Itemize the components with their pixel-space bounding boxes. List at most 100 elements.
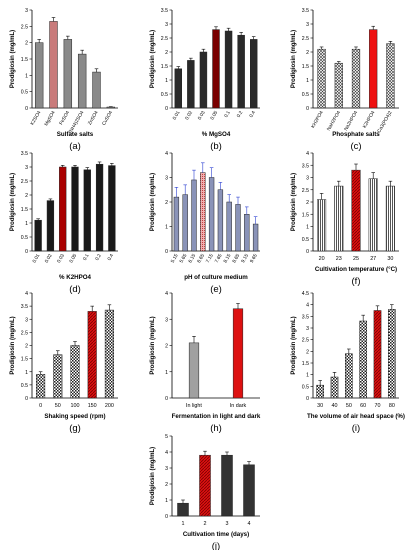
y-tick-label: 2 <box>165 344 168 350</box>
x-tick-label: 1 <box>182 521 185 527</box>
x-tick-label: 25 <box>353 256 359 262</box>
y-tick-label: 3 <box>306 22 309 28</box>
y-tick-label: 3 <box>165 22 168 28</box>
x-tick-label: 0.1 <box>82 253 91 262</box>
bar-2-1 <box>174 68 182 109</box>
x-tick-label: 60 <box>360 403 366 409</box>
bar-1-5 <box>92 71 101 109</box>
bar-3-4 <box>369 29 378 109</box>
bar-9-3 <box>345 353 353 399</box>
x-tick-label: 0 <box>39 403 42 409</box>
x-tick-label: 50 <box>346 403 352 409</box>
panel-label: (i) <box>352 423 360 434</box>
bar-1-4 <box>77 53 87 109</box>
y-tick-label: 2 <box>165 50 168 56</box>
y-axis-label: Prodigiosin (mg/mL) <box>10 30 16 88</box>
y-tick-label: 4 <box>306 151 309 157</box>
y-tick-label: 2.5 <box>302 36 309 42</box>
bar-2-2 <box>187 60 195 109</box>
x-tick-label: 80 <box>389 403 395 409</box>
y-axis-label: Prodigiosin (mg/mL) <box>150 30 156 88</box>
x-tick-label: 0.03 <box>197 110 207 121</box>
bar-1-1 <box>34 42 44 109</box>
bar-3-1 <box>317 48 326 109</box>
bar-4-5 <box>83 169 91 252</box>
y-tick-label: 0 <box>165 396 168 402</box>
bar-7-2 <box>53 354 63 399</box>
x-axis-label: The volume of air head space (%) <box>307 413 405 420</box>
x-tick-label: 8.65 <box>231 253 241 264</box>
chart-panel-8: 0 1 2 3 4 Prodigiosin (mg/mL) In light In dark F… <box>150 291 261 434</box>
x-tick-label: 40 <box>332 403 338 409</box>
y-tick-label: 4 <box>306 303 309 309</box>
bar-5-3 <box>191 179 197 252</box>
x-tick-label: ZnSO4 <box>87 110 100 126</box>
bar-10-4 <box>243 464 255 517</box>
bar-7-4 <box>87 311 97 399</box>
x-tick-label: 70 <box>375 403 381 409</box>
y-tick-label: 0.5 <box>21 383 28 389</box>
y-tick-label: 3 <box>25 317 28 323</box>
x-tick-label: 4 <box>248 521 251 527</box>
bar-7-5 <box>104 309 114 399</box>
panel-label: (f) <box>352 276 361 287</box>
y-tick-label: 1 <box>165 370 168 376</box>
y-tick-label: 4 <box>165 291 168 297</box>
chart-panel-9: 0 0.5 1 1.5 2 2.5 3 3.5 4 4.5 Prodigiosin (mg/mL) 3… <box>291 291 405 434</box>
x-tick-label: 20 <box>319 256 325 262</box>
x-axis-label: Cultivation temperature (°C) <box>315 266 397 273</box>
x-tick-label: 0.03 <box>56 253 66 264</box>
y-tick-label: 3.5 <box>302 314 309 320</box>
bar-8-2 <box>232 308 244 399</box>
panel-label: (h) <box>210 423 222 434</box>
x-tick-label: 0.02 <box>184 110 194 121</box>
x-tick-label: 200 <box>105 403 114 409</box>
bar-6-3 <box>351 169 361 252</box>
y-tick-label: 3.5 <box>161 8 168 14</box>
y-tick-label: 1 <box>306 225 309 231</box>
x-tick-label: 3 <box>226 521 229 527</box>
y-axis-label: Prodigiosin (mg/mL) <box>291 173 297 231</box>
x-tick-label: 0.02 <box>44 253 54 264</box>
y-axis-label: Prodigiosin (mg/mL) <box>10 173 16 231</box>
y-tick-label: 3 <box>306 326 309 332</box>
y-tick-label: 0.5 <box>21 90 28 96</box>
x-tick-label: 6.65 <box>196 253 206 264</box>
y-tick-label: 0 <box>165 106 168 112</box>
x-tick-label: 100 <box>71 403 80 409</box>
y-tick-label: 3.5 <box>21 304 28 310</box>
y-tick-label: 2 <box>165 482 168 488</box>
x-axis-label: Shaking speed (rpm) <box>44 413 105 420</box>
bar-3-3 <box>351 48 361 109</box>
y-tick-label: 2 <box>25 344 28 350</box>
bar-9-2 <box>330 376 339 399</box>
bar-10-3 <box>221 454 233 517</box>
y-tick-label: 2 <box>25 41 28 47</box>
panel-label: (j) <box>212 541 220 550</box>
x-tick-label: NaH2PO4 <box>326 110 342 132</box>
y-tick-label: 1.5 <box>21 357 28 363</box>
y-tick-label: 2.5 <box>21 330 28 336</box>
y-tick-label: 2.5 <box>21 179 28 185</box>
y-tick-label: 1 <box>165 225 168 231</box>
y-tick-label: 0 <box>25 396 28 402</box>
x-tick-label: 30 <box>317 403 323 409</box>
y-tick-label: 1.5 <box>161 64 168 70</box>
chart-panel-1: 0 0.5 1 1.5 2 2.5 3 Prodigiosin (mg/mL) K2SO4 MgS… <box>10 8 118 152</box>
panel-label: (g) <box>69 423 81 434</box>
y-tick-label: 1.5 <box>302 361 309 367</box>
bar-4-7 <box>108 165 116 252</box>
x-tick-label: 0.05 <box>68 253 78 264</box>
panel-label: (d) <box>69 284 81 295</box>
x-tick-label: K2HPO4 <box>362 110 377 130</box>
y-axis-label: Prodigiosin (mg/mL) <box>150 316 156 374</box>
x-tick-label: 0.4 <box>107 253 116 262</box>
y-tick-label: 2 <box>306 50 309 56</box>
bar-5-2 <box>182 194 188 252</box>
chart-panel-6: 0 0.5 1 1.5 2 2.5 3 3.5 4 Prodigiosin (mg/mL) 20 23… <box>291 151 399 287</box>
bar-7-1 <box>36 374 46 399</box>
y-tick-label: 5 <box>165 434 168 440</box>
x-tick-label: 9.15 <box>240 253 250 264</box>
y-tick-label: 2 <box>165 200 168 206</box>
